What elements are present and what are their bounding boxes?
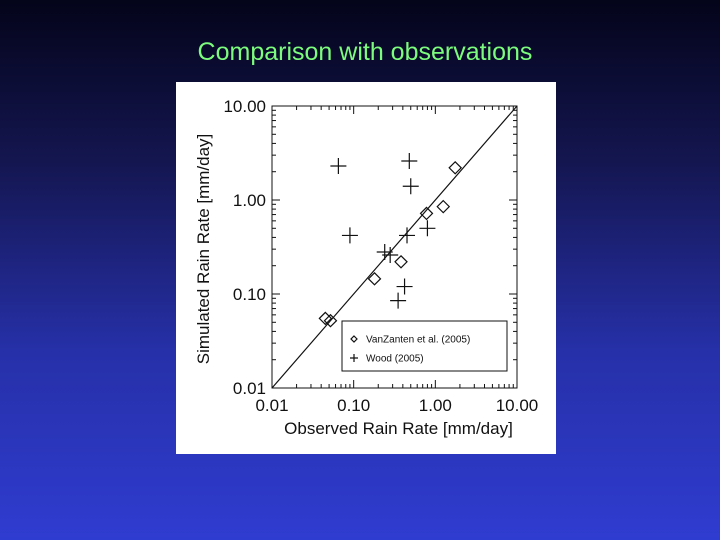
diamond-point xyxy=(394,254,408,269)
plus-point xyxy=(330,157,347,174)
legend-diamond-icon xyxy=(350,335,358,343)
legend-label: Wood (2005) xyxy=(366,354,424,365)
diamond-point xyxy=(448,160,463,175)
x-tick-label: 0.10 xyxy=(337,396,370,415)
x-tick-label: 0.01 xyxy=(255,396,288,415)
one-to-one-line xyxy=(271,105,518,389)
legend-label: VanZanten et al. (2005) xyxy=(366,335,470,346)
y-axis-title: Simulated Rain Rate [mm/day] xyxy=(194,134,213,365)
diamond-point xyxy=(367,271,382,286)
plus-point xyxy=(382,246,399,263)
plot-frame xyxy=(271,105,518,389)
legend-box xyxy=(341,320,508,372)
y-tick-label: 1.00 xyxy=(233,191,266,210)
plus-point xyxy=(399,227,416,244)
y-tick-label: 0.01 xyxy=(233,379,266,398)
y-tick-label: 10.00 xyxy=(223,97,266,116)
slide-title: Comparison with observations xyxy=(197,38,533,66)
scatter-plot: 0.01 0.10 1.00 10.00 0.01 0.10 1.00 10.00 Observ… xyxy=(194,97,539,438)
x-tick-label: 10.00 xyxy=(496,396,539,415)
plus-point xyxy=(341,227,358,244)
diamond-point xyxy=(436,199,451,214)
chart-panel: 0.01 0.10 1.00 10.00 0.01 0.10 1.00 10.00 Observ… xyxy=(176,82,556,454)
x-axis-title: Observed Rain Rate [mm/day] xyxy=(284,419,513,438)
plus-point xyxy=(401,152,418,169)
x-tick-label: 1.00 xyxy=(419,396,452,415)
legend-plus-icon xyxy=(350,354,358,362)
plus-point xyxy=(390,292,407,309)
diamond-point xyxy=(419,206,434,221)
y-tick-label: 0.10 xyxy=(233,285,266,304)
diamond-point xyxy=(323,313,338,328)
plus-point xyxy=(396,278,413,295)
plus-point xyxy=(402,178,419,195)
plus-point xyxy=(419,220,436,237)
